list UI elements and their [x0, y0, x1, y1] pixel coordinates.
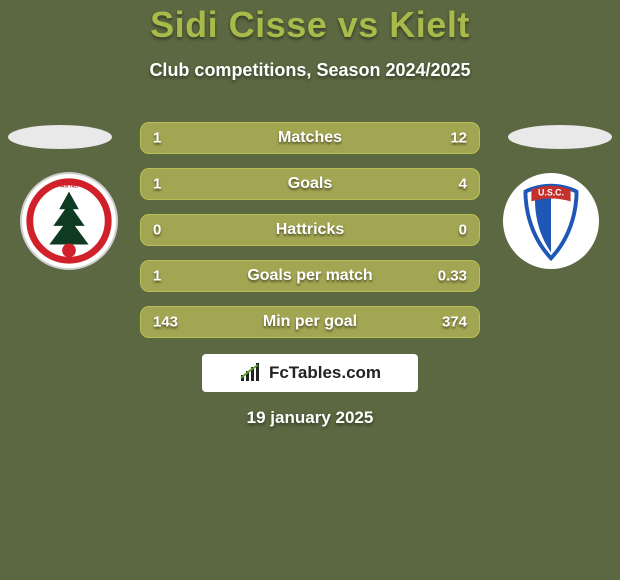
stats-list: 1 Matches 12 1 Goals 4 0 Hattricks 0 1 Goals per m…	[140, 122, 480, 338]
shadow-ellipse-left	[8, 125, 112, 149]
stat-value-right: 374	[442, 314, 467, 331]
club-badge-right: U.S.C.	[502, 172, 600, 270]
stat-row: 1 Goals 4	[140, 168, 480, 200]
club-badge-left: AS NL	[20, 172, 118, 270]
brand-box[interactable]: FcTables.com	[202, 354, 418, 392]
stat-value-left: 1	[153, 176, 161, 193]
club-badge-left-svg: AS NL	[20, 172, 118, 270]
stat-value-right: 0.33	[438, 268, 467, 285]
stat-label: Matches	[278, 129, 342, 147]
stat-label: Goals per match	[247, 267, 372, 285]
page-title: Sidi Cisse vs Kielt	[0, 4, 620, 46]
stat-value-right: 0	[459, 222, 467, 239]
stat-value-left: 0	[153, 222, 161, 239]
stat-row: 143 Min per goal 374	[140, 306, 480, 338]
stat-value-right: 12	[450, 130, 467, 147]
stat-label: Min per goal	[263, 313, 357, 331]
stat-label: Goals	[288, 175, 332, 193]
stat-row: 1 Goals per match 0.33	[140, 260, 480, 292]
brand-text: FcTables.com	[269, 363, 381, 383]
stat-value-left: 1	[153, 130, 161, 147]
club-badge-right-svg: U.S.C.	[502, 172, 600, 270]
stat-label: Hattricks	[276, 221, 344, 239]
stat-value-left: 1	[153, 268, 161, 285]
stat-row: 1 Matches 12	[140, 122, 480, 154]
stat-row: 0 Hattricks 0	[140, 214, 480, 246]
stat-value-left: 143	[153, 314, 178, 331]
comparison-card: Sidi Cisse vs Kielt Club competitions, S…	[0, 0, 620, 580]
bar-chart-icon	[239, 363, 265, 383]
shadow-ellipse-right	[508, 125, 612, 149]
footer-date: 19 january 2025	[0, 408, 620, 428]
page-subtitle: Club competitions, Season 2024/2025	[0, 60, 620, 81]
stat-value-right: 4	[459, 176, 467, 193]
svg-text:U.S.C.: U.S.C.	[538, 188, 564, 198]
svg-text:AS NL: AS NL	[60, 184, 78, 190]
